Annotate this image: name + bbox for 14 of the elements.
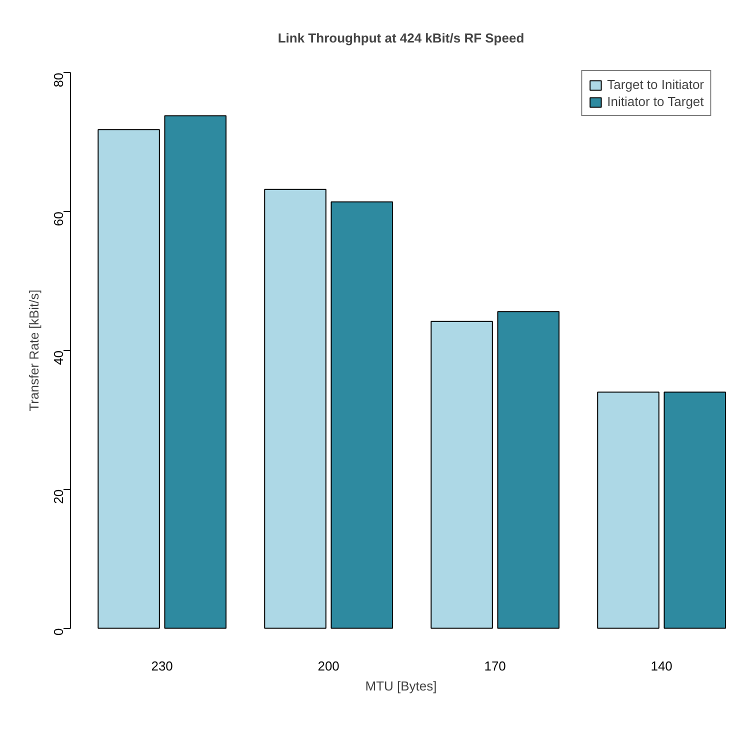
chart-title: Link Throughput at 424 kBit/s RF Speed <box>278 30 524 46</box>
x-axis-title: MTU [Bytes] <box>365 678 437 694</box>
x-tick-label: 140 <box>650 658 672 674</box>
legend-label: Target to Initiator <box>607 77 704 92</box>
x-tick-label: 200 <box>318 658 340 674</box>
y-tick-label: 60 <box>51 212 66 226</box>
y-tick-label: 40 <box>51 350 66 365</box>
y-axis-title: Transfer Rate [kBit/s] <box>26 290 42 412</box>
x-tick-label: 230 <box>151 658 173 674</box>
y-tick-label: 80 <box>51 72 66 88</box>
legend-label: Initiator to Target <box>607 94 704 109</box>
y-tick-label: 20 <box>51 489 66 504</box>
y-tick-label: 0 <box>51 628 66 636</box>
x-tick-label: 170 <box>484 658 506 674</box>
